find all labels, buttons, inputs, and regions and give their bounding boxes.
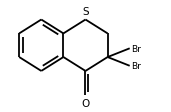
Text: S: S <box>82 7 89 17</box>
Text: Br: Br <box>131 62 141 71</box>
Text: O: O <box>81 98 90 108</box>
Text: Br: Br <box>131 44 141 53</box>
